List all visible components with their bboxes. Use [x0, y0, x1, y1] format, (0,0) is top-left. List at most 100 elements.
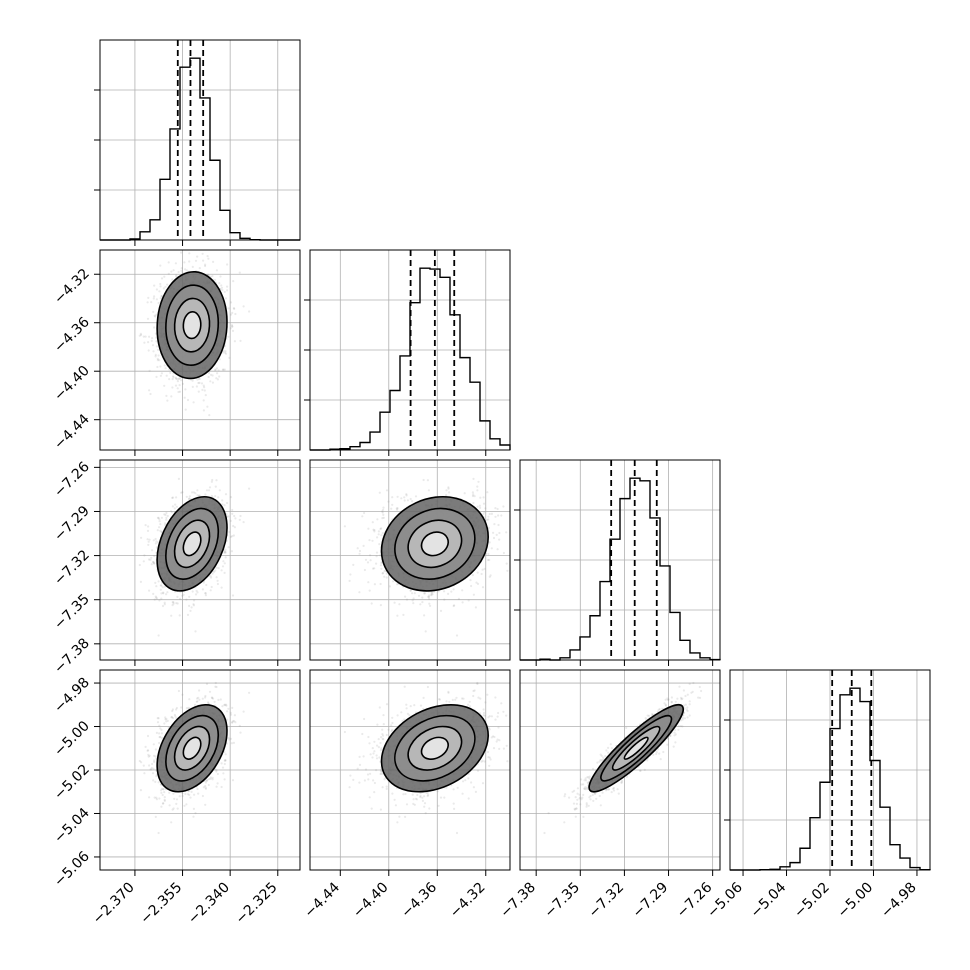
scatter-point: [238, 518, 241, 521]
scatter-point: [191, 491, 194, 494]
scatter-point: [146, 529, 150, 532]
scatter-point: [211, 274, 214, 278]
scatter-point: [154, 355, 157, 358]
scatter-point: [156, 721, 160, 724]
scatter-point: [204, 394, 207, 397]
scatter-point: [157, 354, 160, 357]
scatter-point: [204, 493, 207, 496]
scatter-point: [191, 590, 194, 593]
scatter-point: [206, 255, 209, 258]
scatter-point: [200, 382, 204, 385]
scatter-point: [220, 586, 223, 589]
scatter-point: [376, 536, 379, 539]
scatter-point: [167, 272, 170, 275]
scatter-point: [216, 579, 219, 582]
scatter-point: [450, 590, 453, 593]
scatter-point: [181, 382, 184, 385]
scatter-point: [232, 524, 235, 528]
scatter-point: [157, 634, 160, 637]
scatter-point: [148, 389, 151, 392]
scatter-point: [224, 556, 227, 559]
scatter-point: [439, 609, 443, 612]
scatter-point: [472, 477, 475, 480]
scatter-point: [192, 603, 195, 606]
scatter-point: [352, 563, 355, 566]
scatter-point: [385, 576, 388, 579]
scatter-point: [164, 522, 167, 525]
scatter-point: [226, 501, 229, 505]
scatter-point: [184, 268, 187, 271]
scatter-point: [159, 264, 162, 267]
scatter-point: [167, 261, 170, 264]
scatter-point: [227, 335, 230, 338]
scatter-point: [494, 507, 497, 510]
scatter-point: [242, 521, 245, 524]
scatter-point: [356, 547, 359, 550]
scatter-point: [160, 372, 163, 375]
scatter-point: [155, 313, 158, 316]
scatter-point: [373, 529, 376, 532]
histogram-2: [520, 477, 721, 661]
scatter-point: [207, 489, 211, 492]
scatter-point: [154, 542, 157, 545]
scatter-point: [233, 340, 236, 343]
scatter-point: [195, 589, 198, 592]
scatter-point: [221, 499, 224, 502]
scatter-point: [163, 603, 166, 606]
scatter-point: [487, 552, 490, 556]
scatter-point: [140, 536, 143, 539]
scatter-point: [157, 580, 160, 583]
scatter-point: [229, 313, 233, 316]
scatter-point: [481, 586, 485, 589]
scatter-point: [191, 379, 194, 382]
scatter-point: [358, 549, 362, 553]
scatter-point: [478, 504, 481, 507]
scatter-point: [148, 335, 151, 338]
scatter-point: [153, 284, 156, 287]
scatter-point: [148, 369, 151, 372]
scatter-point: [215, 479, 218, 482]
scatter-point: [198, 267, 201, 270]
scatter-point: [212, 260, 215, 263]
scatter-point: [431, 593, 434, 596]
scatter-point: [207, 375, 210, 379]
scatter-point: [159, 297, 162, 300]
scatter-point: [149, 558, 152, 561]
scatter-point: [419, 603, 422, 606]
scatter-point: [165, 394, 168, 397]
panel-3-0: −5.06−5.04−5.02−5.00−4.98−2.370 −2.355 −2.…: [51, 669, 301, 927]
scatter-point: [196, 255, 199, 258]
scatter-point: [156, 365, 159, 369]
scatter-point: [150, 563, 153, 566]
scatter-point: [239, 731, 242, 734]
scatter-point: [211, 381, 214, 384]
scatter-point: [189, 609, 192, 612]
scatter-point: [375, 551, 379, 554]
scatter-point: [172, 602, 175, 605]
scatter-point: [217, 369, 220, 372]
scatter-point: [375, 555, 378, 558]
scatter-point: [229, 496, 233, 499]
scatter-point: [476, 485, 479, 488]
scatter-point: [210, 585, 213, 589]
scatter-point: [502, 551, 505, 555]
scatter-point: [216, 372, 219, 375]
scatter-point: [214, 369, 217, 372]
scatter-point: [166, 399, 169, 402]
scatter-point: [223, 562, 226, 565]
y-tick-label-1-3: −4.32: [51, 266, 93, 308]
scatter-point: [154, 537, 157, 541]
scatter-point: [411, 599, 414, 602]
scatter-point: [222, 560, 225, 563]
scatter-point: [155, 288, 158, 291]
scatter-point: [165, 518, 168, 521]
scatter-point: [204, 264, 207, 268]
scatter-point: [152, 592, 155, 595]
scatter-point: [176, 595, 179, 598]
scatter-point: [146, 301, 149, 304]
scatter-point: [221, 565, 225, 568]
scatter-point: [202, 409, 205, 412]
scatter-point: [218, 489, 221, 492]
scatter-point: [231, 325, 234, 328]
scatter-point: [159, 365, 162, 368]
